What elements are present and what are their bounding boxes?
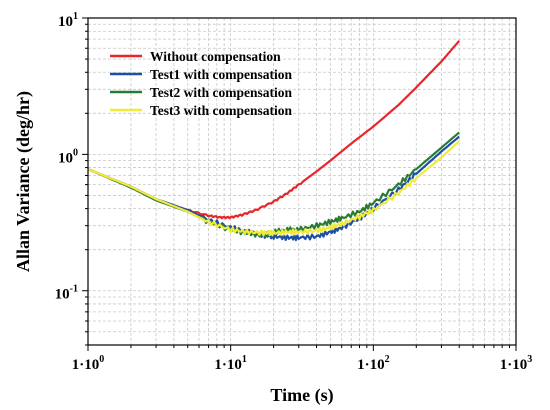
x-tick-label: 1·100 [72,354,105,373]
legend-label: Test2 with compensation [150,85,293,100]
legend-label: Test1 with compensation [150,67,293,82]
y-tick-label: 10-1 [55,284,78,303]
x-tick-label: 1·103 [500,354,533,373]
axis-ticks: 1·100 1·101 1·102 1·103 101 100 10-1 [55,11,533,373]
y-tick-label: 101 [58,11,78,30]
series-line [87,140,460,237]
y-axis-title: Allan Variance (deg/hr) [13,91,34,272]
x-tick-label: 1·101 [214,354,247,373]
x-axis-title: Time (s) [270,385,333,406]
series-lines [87,40,461,242]
legend-label: Test3 with compensation [150,103,293,118]
plot-frame [87,17,517,346]
y-tick-label: 100 [58,147,78,166]
grid [88,18,516,345]
x-tick-label: 1·102 [357,354,390,373]
legend: Without compensation Test1 with compensat… [110,49,293,118]
legend-label: Without compensation [150,49,281,64]
